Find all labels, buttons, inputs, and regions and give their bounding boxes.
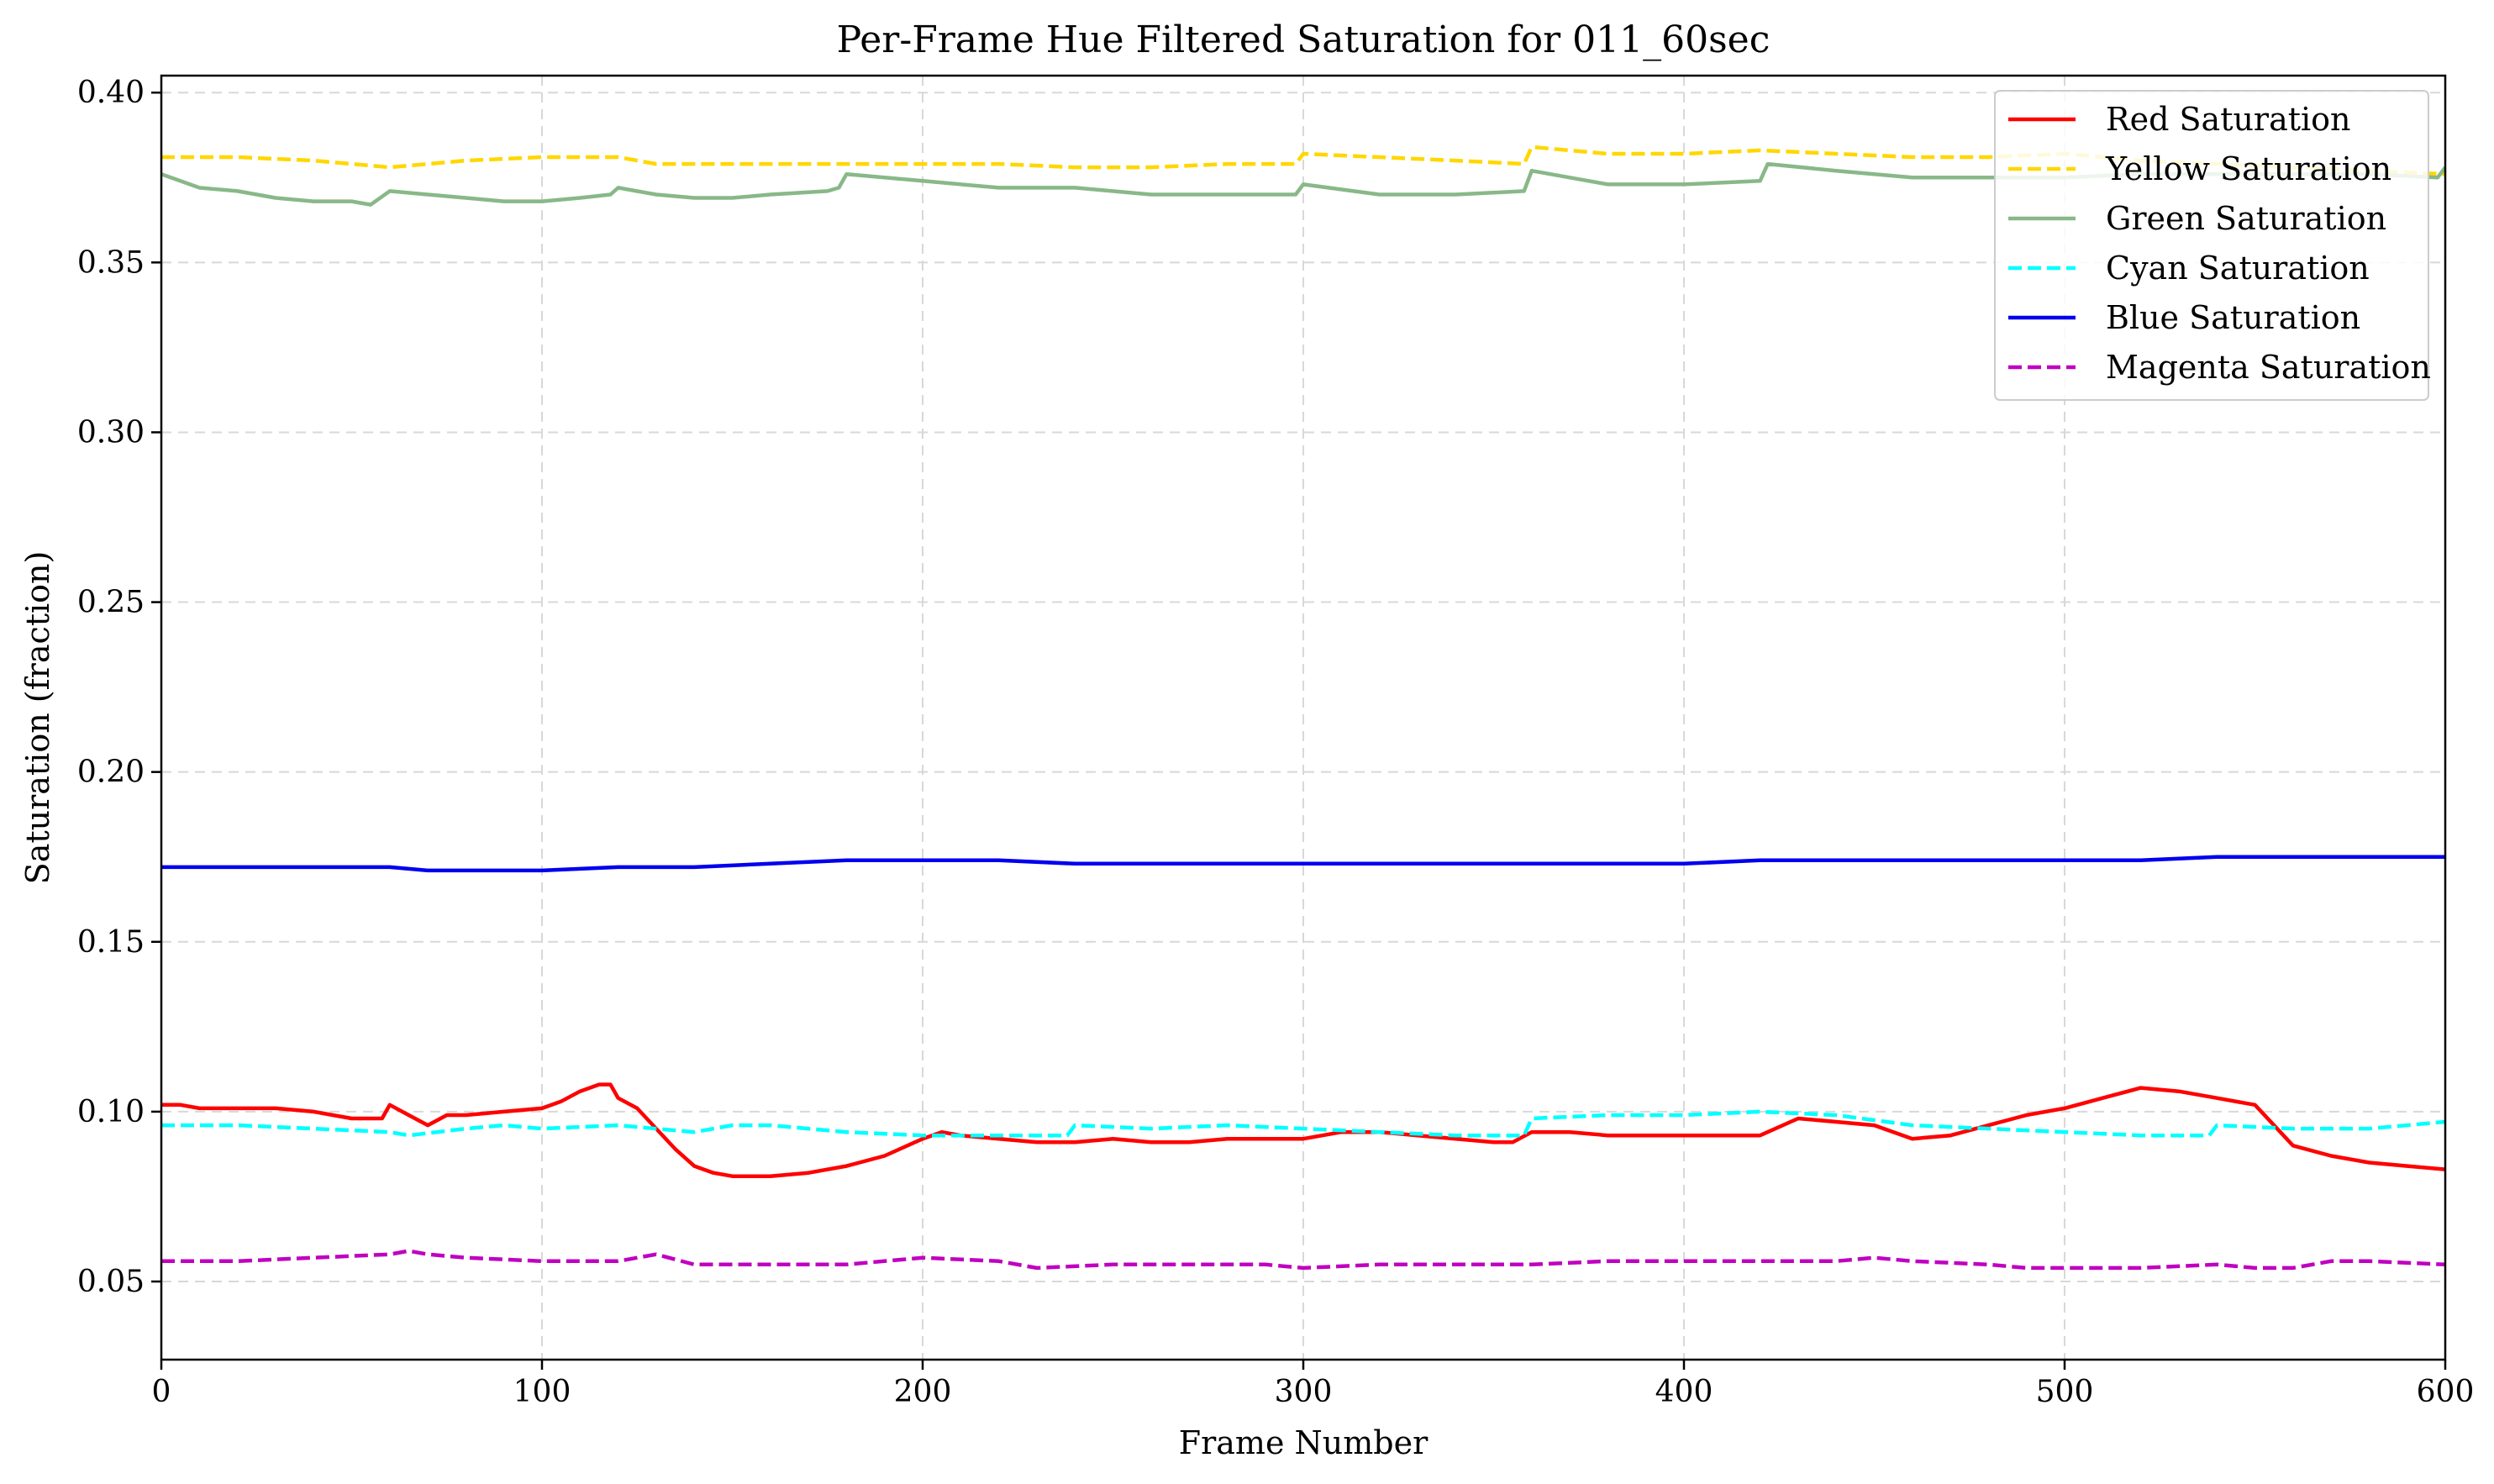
y-tick-label: 0.20 xyxy=(77,755,145,790)
x-tick-label: 100 xyxy=(513,1375,571,1409)
chart-title: Per-Frame Hue Filtered Saturation for 01… xyxy=(837,18,1771,61)
y-tick-label: 0.05 xyxy=(77,1265,145,1299)
legend-label-cyan-saturation: Cyan Saturation xyxy=(2106,250,2370,287)
chart-legend: Red Saturation Yellow Saturation Green Sat… xyxy=(1994,90,2431,401)
legend-entries: Red Saturation Yellow Saturation Green Sat… xyxy=(2008,101,2431,386)
x-tick-label: 400 xyxy=(1655,1375,1713,1409)
y-tick-label: 0.10 xyxy=(77,1095,145,1129)
cyan-saturation-line xyxy=(161,1109,2445,1138)
legend-label-blue-saturation: Blue Saturation xyxy=(2106,299,2360,336)
magenta-saturation-line xyxy=(161,1249,2445,1271)
axis-ticks: 0 100 200 300 400 500 600 0.05 0.10 0.15 0.20 0.25 0… xyxy=(77,76,2475,1409)
legend-label-yellow-saturation: Yellow Saturation xyxy=(2105,150,2391,187)
x-tick-label: 200 xyxy=(894,1375,952,1409)
legend-label-green-saturation: Green Saturation xyxy=(2106,200,2386,237)
y-tick-label: 0.25 xyxy=(77,586,145,620)
y-tick-label: 0.30 xyxy=(77,415,145,450)
x-axis-label: Frame Number xyxy=(1179,1424,1429,1461)
x-tick-label: 0 xyxy=(152,1375,171,1409)
green-saturation-line xyxy=(161,161,2445,207)
blue-saturation-line xyxy=(161,855,2445,873)
x-tick-label: 500 xyxy=(2036,1375,2094,1409)
x-tick-label: 600 xyxy=(2417,1375,2475,1409)
legend-label-red-saturation: Red Saturation xyxy=(2106,101,2351,138)
y-tick-label: 0.40 xyxy=(77,76,145,110)
x-tick-label: 300 xyxy=(1275,1375,1333,1409)
y-axis-label: Saturation (fraction) xyxy=(19,551,56,885)
legend-label-magenta-saturation: Magenta Saturation xyxy=(2106,349,2431,386)
legend-box xyxy=(1994,90,2429,401)
y-tick-label: 0.35 xyxy=(77,245,145,280)
y-tick-label: 0.15 xyxy=(77,925,145,960)
